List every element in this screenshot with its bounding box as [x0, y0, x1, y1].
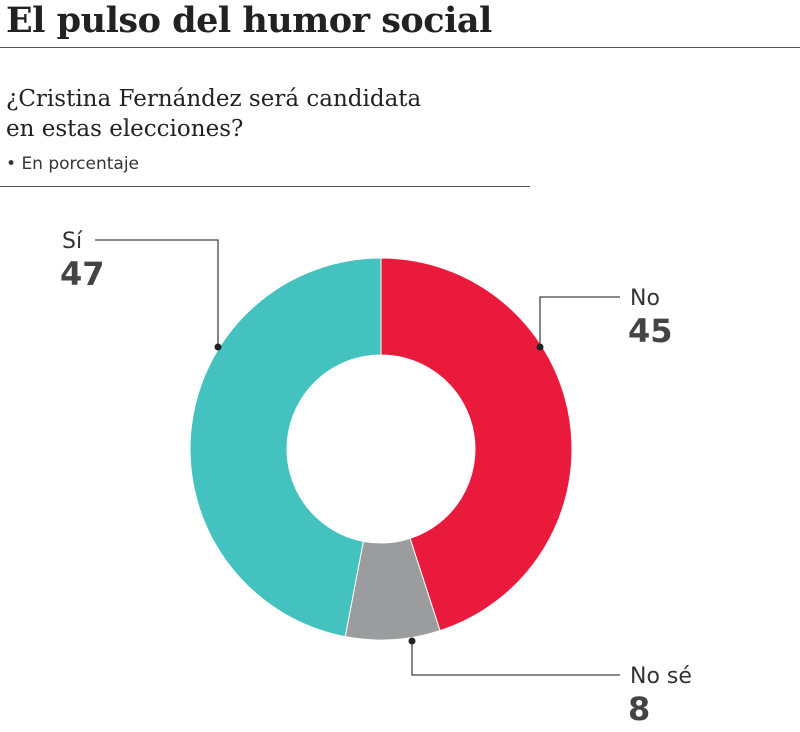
leader-line [95, 239, 219, 347]
chart-title: El pulso del humor social [6, 0, 492, 41]
category-label: No [630, 286, 660, 311]
slice [189, 257, 382, 638]
rule [0, 47, 800, 48]
chart-subtitle: ¿Cristina Fernández será candidata en es… [6, 86, 422, 142]
note-text: En porcentaje [21, 154, 140, 174]
value-label: 8 [628, 690, 650, 728]
leader-line [411, 641, 620, 676]
value-label: 47 [60, 255, 105, 293]
note: • En porcentaje [6, 154, 140, 174]
category-label: Sí [62, 229, 83, 254]
slice [380, 257, 573, 632]
leader-line [539, 296, 620, 347]
leader-dot [408, 637, 416, 645]
rule [0, 186, 530, 187]
value-label: 45 [628, 312, 673, 350]
category-label: No sé [630, 664, 692, 689]
leader-dot [536, 343, 544, 351]
leader-dot [214, 343, 222, 351]
